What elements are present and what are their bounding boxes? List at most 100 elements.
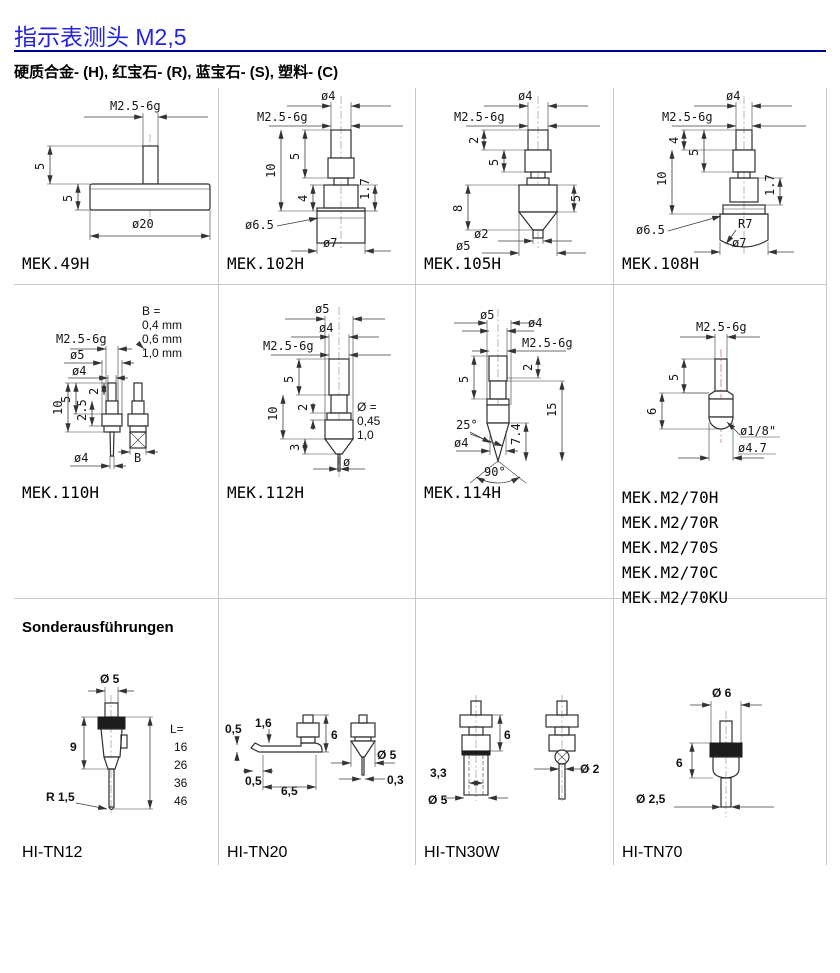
dim-text: ø5 [480,308,494,322]
dim-text: 2 [87,388,101,395]
product-label: HI-TN12 [22,844,83,861]
product-label-stack: MEK.M2/70H MEK.M2/70R MEK.M2/70S MEK.M2/… [622,485,728,610]
dim-text: 10 [264,164,278,178]
dim-text: ø5 [315,302,329,316]
product-label: MEK.49H [22,254,90,273]
dim-text: M2.5-6g [56,332,107,346]
drawing-mek105h: ø4 M2.5-6g 2 5 8 5 ø2 [451,89,600,256]
dim-text: Ø 5 [428,793,448,807]
dim-text: 2 [296,404,310,411]
dim-text: 10 [266,407,280,421]
cell-mek105h: ø4 M2.5-6g 2 5 8 5 ø2 [416,88,613,284]
dim-text: 1.7 [358,178,372,200]
dim-text: 4 [667,137,681,144]
material-subtitle: 硬质合金- (H), 红宝石- (R), 蓝宝石- (S), 塑料- (C) [14,64,339,81]
dim-text: 6,5 [281,784,298,798]
dim-text: ø2 [474,227,488,241]
dim-text: ø4 [454,436,468,450]
note-text: 26 [174,758,188,772]
cell-hitn12: Sonderausführungen Ø 5 9 R 1,5 L= 16 26 … [14,599,218,865]
product-label: MEK.110H [22,483,100,502]
dim-text: 5 [33,163,47,170]
catalog-grid: M2.5-6g 5 5 ø20 MEK.49H ø4 M2.5-6g [14,88,827,865]
cell-mekm270: M2.5-6g 5 6 ø1/8" ø4.7 MEK.M2/70H M [614,285,827,607]
drawing-hitn30w: 6 3,3 Ø 5 Ø 2 [428,695,600,807]
dim-text: M2.5-6g [110,99,161,113]
dim-text: 5 [487,159,501,166]
cell-mek49h: M2.5-6g 5 5 ø20 MEK.49H [14,88,218,284]
product-label: MEK.M2/70S [622,538,719,557]
note-text: 36 [174,776,188,790]
note-text: 1,0 mm [142,346,182,360]
note-text: 16 [174,740,188,754]
note-text: L= [170,722,184,736]
dim-text: ø4 [726,89,740,103]
dim-text: Ø 5 [377,748,397,762]
dim-text: 1.7 [763,174,777,196]
dim-text: ø1/8" [740,424,776,438]
grid-divider-v4 [826,88,827,865]
dim-text: 7.4 [509,423,523,445]
dim-text: Ø 2,5 [636,792,666,806]
dim-text: 5 [457,376,471,383]
grid-divider-v3 [613,88,614,865]
product-label: MEK.M2/70KU [622,588,728,607]
cell-mek108h: ø4 M2.5-6g 4 5 10 1.7 R7 [614,88,827,284]
page-title: 指示表测头 M2,5 [14,24,187,50]
dim-text: R 1,5 [46,790,75,804]
dim-text: ø4 [74,451,88,465]
dim-text: 6 [504,728,511,742]
dim-text: M2.5-6g [696,320,747,334]
note-text: 1,0 [357,428,374,442]
dim-text: 9 [70,740,77,754]
grid-divider-h2 [14,598,827,599]
dim-text: ø4 [528,316,542,330]
dim-text: ø7 [732,236,746,250]
cell-mek114h: ø5 ø4 M2.5-6g 5 2 15 [416,285,613,598]
dim-text: 5 [667,374,681,381]
dim-text: 2.5 [75,399,89,421]
dim-text: M2.5-6g [263,339,314,353]
dim-text: 5 [282,376,296,383]
dim-text: Ø 6 [712,686,732,700]
drawing-mek108h: ø4 M2.5-6g 4 5 10 1.7 R7 [636,89,806,255]
cell-mek110h: B = 0,4 mm 0,6 mm 1,0 mm M2.5-6g ø5 ø4 [14,285,218,598]
dim-text: 5 [687,149,701,156]
product-label: MEK.102H [227,254,305,273]
dim-text: 6 [645,408,659,415]
note-text: 46 [174,794,188,808]
dim-text: 2 [521,364,535,371]
dim-text: 0,3 [387,773,404,787]
drawing-hitn12: Ø 5 9 R 1,5 L= 16 26 36 46 [46,672,188,813]
dim-text: M2.5-6g [257,110,308,124]
dim-text: 1,6 [255,716,272,730]
note-text: Ø = [357,400,377,414]
cell-mek102h: ø4 M2.5-6g 5 10 4 1.7 ø6 [219,88,415,284]
drawing-hitn70: Ø 6 6 Ø 2,5 [636,686,774,817]
dim-text: ø5 [70,348,84,362]
cell-mek112h: ø5 ø4 M2.5-6g 5 2 10 [219,285,415,598]
dim-text: ø4 [321,89,335,103]
title-rule [14,50,826,52]
note-text: 0,6 mm [142,332,182,346]
dim-text: 0,5 [245,774,262,788]
dim-text: M2.5-6g [454,110,505,124]
dim-text: 3,3 [430,766,447,780]
dim-text: 10 [51,401,65,415]
dim-text: ø4 [72,364,86,378]
dim-text: 90° [484,465,506,479]
grid-divider-v1 [218,88,219,865]
dim-text: ø7 [323,236,337,250]
dim-text: 5 [61,195,75,202]
product-label: MEK.108H [622,254,700,273]
product-label: HI-TN30W [424,844,500,861]
product-label: MEK.105H [424,254,502,273]
dim-text: ø6.5 [636,223,665,237]
dim-text: 5 [569,195,583,202]
dim-text: ø4 [518,89,532,103]
dim-text: ø4 [319,321,333,335]
grid-divider-h1 [14,284,827,285]
dim-text: 5 [288,153,302,160]
dim-text: 10 [655,172,669,186]
